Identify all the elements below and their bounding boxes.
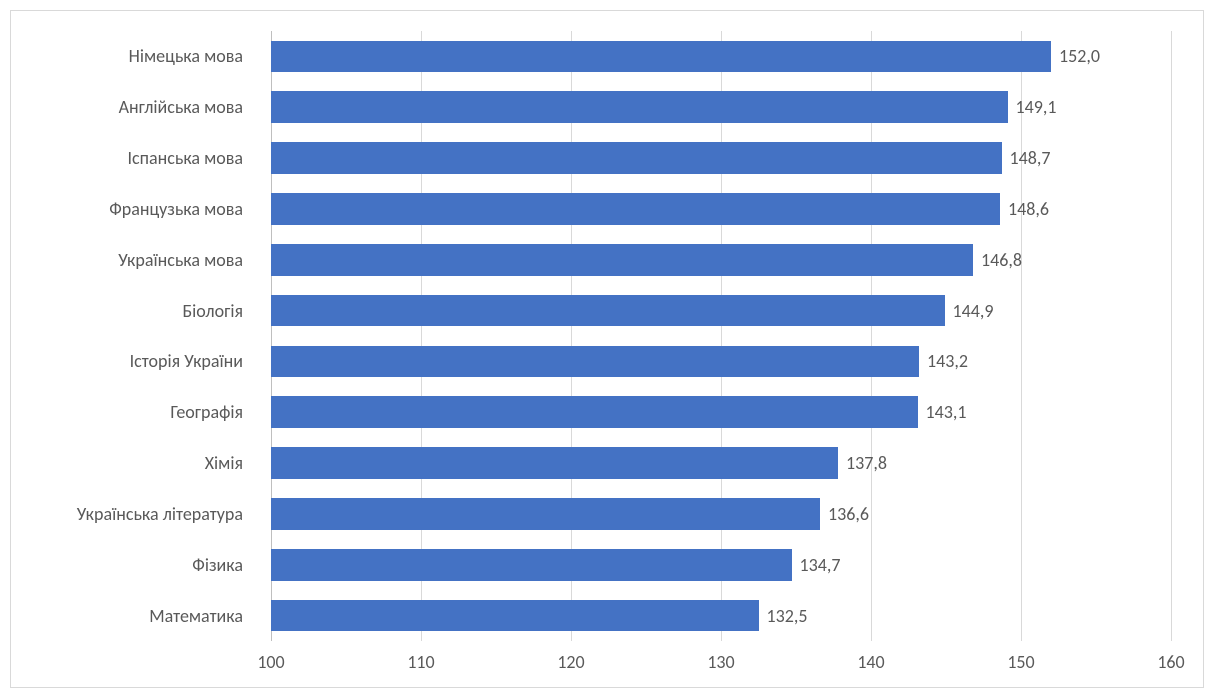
bar — [271, 295, 945, 327]
bar-value-label: 146,8 — [973, 244, 1022, 276]
bar-value-label: 149,1 — [1008, 91, 1057, 123]
bar — [271, 193, 1000, 225]
x-tick-label: 120 — [546, 651, 596, 673]
bar — [271, 244, 973, 276]
x-tick-label: 160 — [1146, 651, 1196, 673]
y-category-label: Історія України — [23, 346, 243, 378]
bar — [271, 600, 759, 632]
bar-value-label: 152,0 — [1051, 41, 1100, 73]
bar-value-label: 134,7 — [792, 549, 841, 581]
x-tick-label: 130 — [696, 651, 746, 673]
bar — [271, 142, 1002, 174]
bar-row: 134,7 — [271, 549, 1171, 581]
bar-row: 136,6 — [271, 498, 1171, 530]
bar-value-label: 144,9 — [945, 295, 994, 327]
bar — [271, 396, 918, 428]
bar-value-label: 148,6 — [1000, 193, 1049, 225]
bar-value-label: 143,2 — [919, 346, 968, 378]
y-category-label: Німецька мова — [23, 41, 243, 73]
bar — [271, 91, 1008, 123]
y-category-label: Біологія — [23, 295, 243, 327]
bar-row: 137,8 — [271, 447, 1171, 479]
bar-value-label: 143,1 — [918, 396, 967, 428]
bar-value-label: 136,6 — [820, 498, 869, 530]
gridline — [1171, 31, 1172, 641]
chart-frame: 152,0 149,1 148,7 148,6 146,8 144,9 143,2 143,1… — [10, 10, 1204, 688]
bar-row: 146,8 — [271, 244, 1171, 276]
y-category-label: Іспанська мова — [23, 142, 243, 174]
y-category-label: Французька мова — [23, 193, 243, 225]
bar — [271, 549, 792, 581]
bar-row: 132,5 — [271, 600, 1171, 632]
bar-value-label: 148,7 — [1002, 142, 1051, 174]
x-tick-label: 150 — [996, 651, 1046, 673]
bar-row: 143,2 — [271, 346, 1171, 378]
bar — [271, 498, 820, 530]
y-category-label: Хімія — [23, 447, 243, 479]
bar-row: 152,0 — [271, 41, 1171, 73]
bar — [271, 41, 1051, 73]
bar-row: 143,1 — [271, 396, 1171, 428]
y-category-label: Англійська мова — [23, 91, 243, 123]
plot-area: 152,0 149,1 148,7 148,6 146,8 144,9 143,2 143,1… — [271, 31, 1171, 641]
y-category-label: Українська література — [23, 498, 243, 530]
bar-value-label: 132,5 — [759, 600, 808, 632]
bar-row: 148,7 — [271, 142, 1171, 174]
bar-row: 144,9 — [271, 295, 1171, 327]
x-tick-label: 140 — [846, 651, 896, 673]
bar-row: 149,1 — [271, 91, 1171, 123]
bar-value-label: 137,8 — [838, 447, 887, 479]
bar — [271, 346, 919, 378]
bar — [271, 447, 838, 479]
y-category-label: Математика — [23, 600, 243, 632]
x-tick-label: 110 — [396, 651, 446, 673]
y-category-label: Фізика — [23, 549, 243, 581]
y-category-label: Географія — [23, 396, 243, 428]
x-tick-label: 100 — [246, 651, 296, 673]
bar-row: 148,6 — [271, 193, 1171, 225]
bars-layer: 152,0 149,1 148,7 148,6 146,8 144,9 143,2 143,1… — [271, 31, 1171, 641]
y-category-label: Українська мова — [23, 244, 243, 276]
